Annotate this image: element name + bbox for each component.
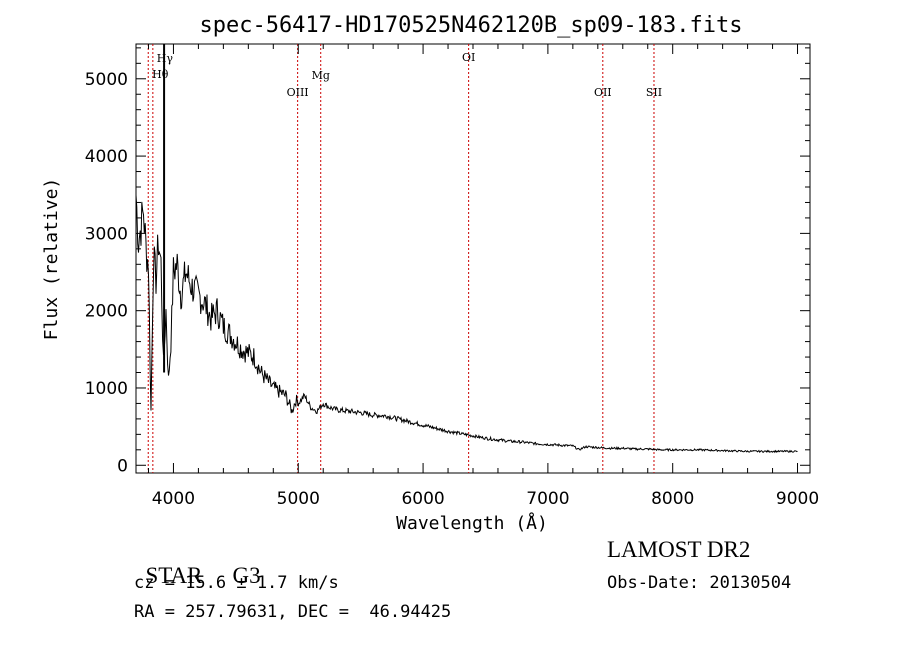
spectral-line-label: Mg	[312, 69, 330, 82]
chart-title: spec-56417-HD170525N462120B_sp09-183.fit…	[199, 13, 742, 38]
y-tick-label: 4000	[85, 147, 128, 167]
plot-frame	[135, 43, 811, 474]
y-axis-label: Flux (relative)	[41, 178, 62, 341]
observation-date: Obs-Date: 20130504	[607, 573, 792, 593]
object-type: STAR	[145, 563, 203, 588]
y-tick-label: 2000	[85, 302, 128, 322]
y-tick-label: 5000	[85, 70, 128, 90]
x-tick-label: 7000	[526, 489, 569, 509]
x-tick-label: 4000	[152, 489, 195, 509]
y-tick-label: 1000	[85, 379, 128, 399]
y-tick-label: 3000	[85, 224, 128, 244]
spectrum-series-line	[135, 195, 798, 454]
redshift-cz: cz = 15.6 ± 1.7 km/s	[134, 573, 339, 593]
x-tick-label: 6000	[401, 489, 444, 509]
object-class: STAR G3	[134, 537, 261, 589]
x-tick-label: 9000	[776, 489, 819, 509]
survey-name: LAMOST DR2	[607, 537, 751, 562]
x-axis-label: Wavelength (Å)	[396, 512, 548, 534]
object-subclass: G3	[232, 563, 261, 588]
spectral-line-label: Hθ	[152, 68, 169, 81]
x-tick-label: 5000	[277, 489, 320, 509]
spectral-line-label: SII	[646, 86, 662, 99]
spectral-line-label: OIII	[287, 86, 309, 99]
y-tick-label: 0	[117, 456, 128, 476]
x-tick-label: 8000	[651, 489, 694, 509]
spectral-line-label: OII	[594, 86, 612, 99]
ra-dec-coordinates: RA = 257.79631, DEC = 46.94425	[134, 602, 452, 622]
spectral-line-label: OI	[462, 51, 475, 64]
